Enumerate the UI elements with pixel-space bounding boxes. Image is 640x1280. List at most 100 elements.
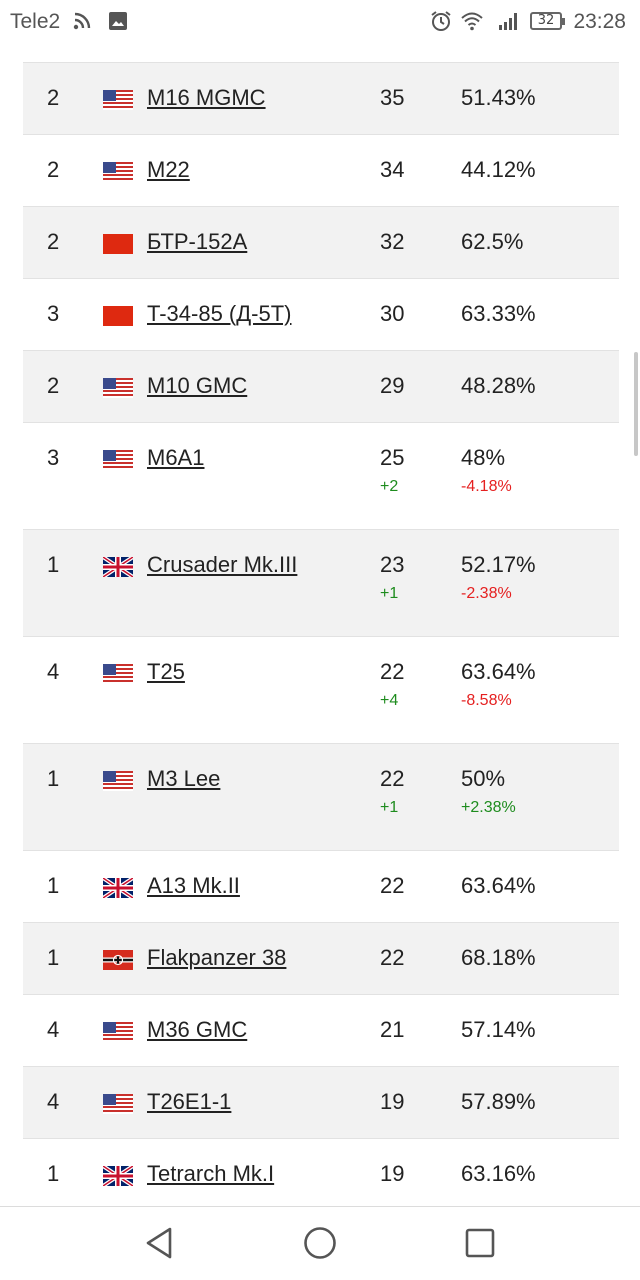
table-row: 1 M3 Lee 22 +1 50% +2.38%: [23, 743, 619, 850]
battles-value: 29: [380, 373, 405, 398]
winrate-value: 63.33%: [461, 301, 536, 326]
vehicle-stats-table: 2 M16 MGMC 35 51.43% 2 M22 34 44.12% 2 Б…: [23, 62, 619, 1210]
battles-value: 23: [380, 552, 405, 577]
vehicle-name-link[interactable]: БТР-152A: [147, 229, 248, 254]
battles-value: 22: [380, 945, 405, 970]
usa-flag-icon: [103, 1094, 133, 1114]
tier-value: 2: [47, 157, 60, 182]
battles-value: 19: [380, 1089, 405, 1114]
vehicle-name-link[interactable]: M3 Lee: [147, 766, 221, 791]
carrier-label: Tele2: [10, 10, 61, 33]
table-row: 1 A13 Mk.II 22 63.64%: [23, 850, 619, 922]
battles-value: 30: [380, 301, 405, 326]
table-row: 2 БТР-152A 32 62.5%: [23, 206, 619, 278]
winrate-delta: -8.58%: [461, 692, 512, 709]
vehicle-name-link[interactable]: M22: [147, 157, 190, 182]
winrate-value: 63.16%: [461, 1161, 536, 1186]
vehicle-name-link[interactable]: M36 GMC: [147, 1017, 248, 1042]
uk-flag-icon: [103, 878, 133, 898]
usa-flag-icon: [103, 771, 133, 791]
uk-flag-icon: [103, 557, 133, 577]
winrate-delta: -4.18%: [461, 478, 512, 495]
vehicle-name-link[interactable]: T25: [147, 659, 185, 684]
winrate-value: 57.89%: [461, 1089, 536, 1114]
vehicle-name-link[interactable]: Flakpanzer 38: [147, 945, 287, 970]
table-row: 2 M16 MGMC 35 51.43%: [23, 62, 619, 134]
winrate-delta: +2.38%: [461, 799, 516, 816]
clock-time: 23:28: [573, 10, 626, 33]
usa-flag-icon: [103, 664, 133, 684]
usa-flag-icon: [103, 90, 133, 110]
table-row: 4 T25 22 +4 63.64% -8.58%: [23, 636, 619, 743]
back-icon[interactable]: [142, 1225, 178, 1261]
winrate-value: 50%: [461, 766, 506, 791]
battles-delta: +4: [380, 692, 399, 709]
tier-value: 1: [47, 945, 60, 970]
winrate-value: 44.12%: [461, 157, 536, 182]
tier-value: 3: [47, 301, 60, 326]
tier-value: 3: [47, 445, 60, 470]
battles-value: 22: [380, 659, 405, 684]
winrate-value: 48%: [461, 445, 506, 470]
tier-value: 2: [47, 373, 60, 398]
battles-value: 22: [380, 766, 405, 791]
table-row: 3 T-34-85 (Д-5T) 30 63.33%: [23, 278, 619, 350]
battles-value: 22: [380, 873, 405, 898]
vehicle-name-link[interactable]: M6A1: [147, 445, 205, 470]
tier-value: 4: [47, 1089, 60, 1114]
vehicle-name-link[interactable]: A13 Mk.II: [147, 873, 240, 898]
vehicle-name-link[interactable]: T26E1-1: [147, 1089, 232, 1114]
home-icon[interactable]: [302, 1225, 338, 1261]
winrate-value: 62.5%: [461, 229, 524, 254]
winrate-value: 68.18%: [461, 945, 536, 970]
winrate-value: 51.43%: [461, 85, 536, 110]
vehicle-name-link[interactable]: T-34-85 (Д-5T): [147, 301, 292, 326]
battles-value: 19: [380, 1161, 405, 1186]
tier-value: 1: [47, 766, 60, 791]
usa-flag-icon: [103, 378, 133, 398]
usa-flag-icon: [103, 450, 133, 470]
image-icon: [107, 9, 129, 33]
vehicle-name-link[interactable]: Tetrarch Mk.I: [147, 1161, 275, 1186]
winrate-value: 63.64%: [461, 659, 536, 684]
tier-value: 2: [47, 85, 60, 110]
table-row: 1 Crusader Mk.III 23 +1 52.17% -2.38%: [23, 529, 619, 636]
recents-icon[interactable]: [462, 1225, 498, 1261]
tier-value: 1: [47, 873, 60, 898]
battles-value: 32: [380, 229, 405, 254]
table-row: 4 M36 GMC 21 57.14%: [23, 994, 619, 1066]
winrate-value: 57.14%: [461, 1017, 536, 1042]
uk-flag-icon: [103, 1166, 133, 1186]
winrate-delta: -2.38%: [461, 585, 512, 602]
navigation-bar: [0, 1206, 640, 1280]
battles-delta: +1: [380, 799, 399, 816]
usa-flag-icon: [103, 162, 133, 182]
winrate-value: 52.17%: [461, 552, 536, 577]
tier-value: 4: [47, 659, 60, 684]
rss-icon: [72, 9, 92, 33]
vehicle-name-link[interactable]: M16 MGMC: [147, 85, 266, 110]
battles-value: 35: [380, 85, 405, 110]
table-row: 3 M6A1 25 +2 48% -4.18%: [23, 422, 619, 529]
table-row: 1 Tetrarch Mk.I 19 63.16%: [23, 1138, 619, 1210]
table-row: 2 M22 34 44.12%: [23, 134, 619, 206]
table-row: 2 M10 GMC 29 48.28%: [23, 350, 619, 422]
tier-value: 2: [47, 229, 60, 254]
tier-value: 4: [47, 1017, 60, 1042]
tier-value: 1: [47, 552, 60, 577]
table-row: 4 T26E1-1 19 57.89%: [23, 1066, 619, 1138]
vehicle-name-link[interactable]: Crusader Mk.III: [147, 552, 298, 577]
battles-value: 25: [380, 445, 405, 470]
wifi-icon: [459, 9, 485, 33]
tier-value: 1: [47, 1161, 60, 1186]
germany-flag-icon: [103, 950, 133, 970]
battery-icon: 32: [530, 12, 565, 30]
vehicle-name-link[interactable]: M10 GMC: [147, 373, 248, 398]
battles-delta: +2: [380, 478, 399, 495]
winrate-value: 48.28%: [461, 373, 536, 398]
winrate-value: 63.64%: [461, 873, 536, 898]
table-row: 1 Flakpanzer 38 22 68.18%: [23, 922, 619, 994]
usa-flag-icon: [103, 1022, 133, 1042]
status-bar: Tele2 32 23:28: [0, 0, 640, 44]
scrollbar[interactable]: [634, 352, 638, 456]
